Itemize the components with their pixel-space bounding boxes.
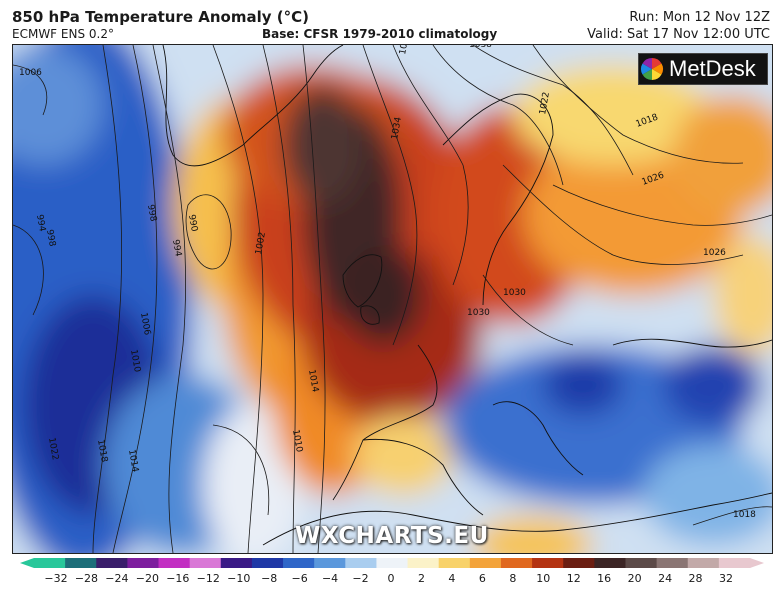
isobar-label: 998 xyxy=(44,229,57,248)
colorbar-segment xyxy=(687,558,720,568)
colorbar-segment xyxy=(158,558,191,568)
colorbar-segment xyxy=(96,558,128,568)
isobar-label: 1026 xyxy=(703,248,726,258)
colorbar-segment xyxy=(314,558,346,568)
metdesk-logo: MetDesk xyxy=(638,53,768,85)
isobar-label: 1038 xyxy=(469,45,492,50)
chart-title: 850 hPa Temperature Anomaly (°C) xyxy=(12,8,309,26)
isobar-label: 998 xyxy=(145,204,158,223)
metdesk-logo-icon xyxy=(641,58,663,80)
colorbar-tick-label: −12 xyxy=(196,572,220,585)
isobar-label: 1018 xyxy=(95,439,109,464)
colorbar-segment xyxy=(251,558,284,568)
isobars xyxy=(13,45,772,553)
colorbar-tick-label: 28 xyxy=(688,572,703,585)
colorbar-segment xyxy=(718,558,751,568)
colorbar-tick-label: −32 xyxy=(44,572,68,585)
isobar-label: 1034 xyxy=(390,116,404,141)
isobar-label: 1030 xyxy=(503,288,526,298)
isobar-label: 1018 xyxy=(398,45,412,56)
colorbar-segment xyxy=(594,558,626,568)
isobar-label: 994 xyxy=(34,214,47,233)
colorbar xyxy=(20,558,764,568)
colorbar-tick-label: −10 xyxy=(227,572,251,585)
colorbar-tick-label: 0 xyxy=(387,572,395,585)
colorbar-tick-labels: −32 −28 −24 −20 −16 −12 −10 −8 −6 −4 −2 0 2 4 6 8 10 12 16… xyxy=(0,572,784,592)
colorbar-tick-label: 12 xyxy=(566,572,581,585)
colorbar-tick-label: −24 xyxy=(105,572,129,585)
isobar-label: 1014 xyxy=(306,369,320,394)
isobar-label: 1030 xyxy=(467,308,490,318)
wxcharts-watermark: WXCHARTS.EU xyxy=(295,523,489,549)
colorbar-segment xyxy=(220,558,253,568)
run-time: Run: Mon 12 Nov 12Z xyxy=(629,10,770,25)
colorbar-tick-label: 32 xyxy=(719,572,733,585)
colorbar-tick-label: 6 xyxy=(478,572,486,585)
isobar-label: 1018 xyxy=(733,510,756,520)
base-climatology-label: Base: CFSR 1979-2010 climatology xyxy=(262,27,498,41)
isobar-label: 1022 xyxy=(538,91,552,115)
isobar-label: 1022 xyxy=(46,437,60,461)
isobar-label: 994 xyxy=(170,239,183,258)
colorbar-segment xyxy=(127,558,160,568)
isobar-label: 1010 xyxy=(128,349,142,374)
colorbar-segment xyxy=(500,558,533,568)
colorbar-tick-label: −28 xyxy=(74,572,99,585)
colorbar-tick-label: −4 xyxy=(321,572,339,585)
colorbar-segment xyxy=(376,558,409,568)
colorbar-tick-label: −20 xyxy=(135,572,159,585)
colorbar-tick-label: 16 xyxy=(597,572,612,585)
colorbar-tick-label: −16 xyxy=(166,572,190,585)
colorbar-tick-label: 8 xyxy=(509,572,517,585)
valid-time: Valid: Sat 17 Nov 12:00 UTC xyxy=(587,27,770,42)
isobar-label: 1006 xyxy=(19,68,42,78)
colorbar-tick-label: 20 xyxy=(627,572,642,585)
metdesk-logo-text: MetDesk xyxy=(669,56,756,81)
colorbar-tick-label: −2 xyxy=(352,572,369,585)
chart-header: 850 hPa Temperature Anomaly (°C) ECMWF E… xyxy=(0,0,784,44)
colorbar-segment xyxy=(407,558,440,568)
isobar-labels: 1006 998 994 990 998 994 1002 1006 1010 … xyxy=(19,45,756,520)
colorbar-tick-label: 2 xyxy=(417,572,425,585)
map-canvas: 1006 998 994 990 998 994 1002 1006 1010 … xyxy=(13,45,772,553)
coastlines xyxy=(162,45,772,546)
colorbar-segment xyxy=(532,558,564,568)
colorbar-max-arrow xyxy=(750,558,764,568)
colorbar-min-arrow xyxy=(20,558,34,568)
colorbar-tick-label: 4 xyxy=(448,572,456,585)
colorbar-segment xyxy=(438,558,471,568)
colorbar-tick-label: 10 xyxy=(536,572,551,585)
colorbar-tick-label: 24 xyxy=(658,572,673,585)
colorbar-segment xyxy=(469,558,502,568)
colorbar-segment xyxy=(34,558,66,568)
colorbar-segment xyxy=(283,558,315,568)
colorbar-segment xyxy=(656,558,689,568)
model-label: ECMWF ENS 0.2° xyxy=(12,27,114,41)
colorbar-segment xyxy=(625,558,658,568)
isobar-label: 1006 xyxy=(138,312,152,337)
colorbar-segment xyxy=(345,558,377,568)
isobar-label: 1010 xyxy=(290,429,304,454)
colorbar-segment xyxy=(189,558,222,568)
isobar-label: 1014 xyxy=(126,449,140,474)
isobar-label: 990 xyxy=(186,214,199,233)
isobar-label: 1002 xyxy=(254,231,268,255)
anomaly-map: 1006 998 994 990 998 994 1002 1006 1010 … xyxy=(12,44,773,554)
colorbar-segment xyxy=(563,558,595,568)
colorbar-tick-label: −8 xyxy=(261,572,278,585)
colorbar-tick-label: −6 xyxy=(291,572,308,585)
colorbar-segment xyxy=(65,558,97,568)
